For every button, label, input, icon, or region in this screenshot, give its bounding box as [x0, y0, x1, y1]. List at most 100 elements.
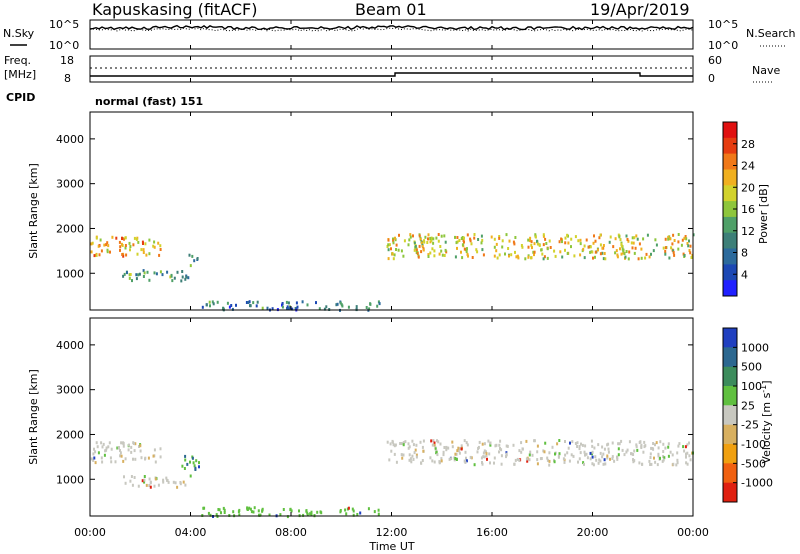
echo-cell [464, 450, 467, 454]
echo-cell [670, 246, 673, 250]
echo-cell [466, 247, 468, 251]
echo-cell [456, 240, 459, 244]
echo-cell [220, 511, 222, 515]
echo-cell [409, 233, 412, 237]
echo-cell [657, 454, 660, 458]
echo-cell [578, 457, 581, 461]
echo-cell [635, 234, 638, 238]
echo-cell [248, 506, 251, 510]
echo-cell [493, 456, 496, 460]
echo-cell [140, 456, 143, 460]
echo-cell [281, 302, 284, 305]
nsearch-label: N.Search [746, 27, 796, 40]
echo-cell [232, 510, 235, 514]
echo-cell [139, 444, 142, 448]
echo-cell [628, 440, 631, 444]
colorbar-tick-label: 8 [741, 247, 748, 260]
echo-cell [625, 450, 628, 454]
echo-cell [483, 455, 486, 459]
echo-cell [572, 454, 575, 458]
echo-cell [455, 452, 458, 456]
colorbar-tick-label: 16 [741, 203, 755, 216]
echo-cell [599, 243, 602, 247]
echo-cell [309, 512, 312, 516]
echo-cell [577, 239, 580, 243]
echo-cell [485, 452, 488, 456]
echo-cell [400, 249, 403, 253]
colorbar-segment [723, 328, 737, 348]
echo-cell [641, 462, 644, 466]
echo-cell [231, 307, 234, 311]
echo-cell [482, 451, 485, 455]
echo-cell [431, 443, 434, 447]
echo-cell [131, 279, 133, 283]
echo-cell [161, 273, 164, 277]
echo-cell [215, 513, 218, 517]
echo-cell [558, 439, 561, 442]
echo-cell [561, 240, 563, 244]
echo-cell [496, 256, 499, 260]
echo-cell [516, 254, 519, 258]
echo-cell [591, 450, 594, 454]
echo-cell [635, 445, 638, 449]
echo-cell [680, 243, 683, 247]
echo-cell [335, 303, 338, 307]
echo-cell [580, 442, 582, 446]
echo-cell [408, 453, 411, 457]
echo-cell [638, 461, 641, 465]
echo-cell [430, 236, 433, 240]
echo-cell [355, 305, 358, 309]
echo-cell [368, 307, 371, 311]
echo-cell [579, 242, 582, 246]
echo-cell [645, 252, 648, 256]
echo-cell [568, 459, 571, 463]
echo-cell [95, 441, 98, 445]
echo-cell [402, 441, 405, 445]
echo-cell [570, 237, 573, 241]
echo-cell [100, 441, 103, 445]
echo-cell [597, 248, 599, 252]
echo-cell [378, 302, 381, 306]
echo-cell [432, 237, 435, 241]
echo-cell [252, 301, 255, 305]
echo-cell [157, 241, 160, 245]
echo-cell [685, 452, 687, 456]
velocity-scale-label-main: Velocity [m s [760, 392, 773, 463]
echo-cell [551, 445, 554, 449]
echo-cell [124, 457, 127, 461]
echo-cell [643, 440, 646, 444]
echo-cell [570, 453, 573, 457]
echo-cell [394, 236, 396, 240]
echo-cell [603, 252, 606, 255]
echo-cell [315, 301, 317, 305]
noise-left-top: 10^5 [49, 18, 79, 31]
echo-cell [216, 300, 219, 304]
echo-cell [124, 481, 127, 485]
echo-cell [415, 453, 418, 457]
echo-cell [159, 447, 162, 451]
echo-cell [583, 462, 585, 466]
echo-cell [533, 439, 536, 443]
echo-cell [249, 304, 251, 308]
echo-cell [671, 453, 674, 457]
echo-cell [561, 255, 564, 259]
echo-cell [188, 253, 191, 257]
echo-cell [505, 444, 508, 448]
echo-cell [460, 250, 462, 254]
echo-cell [189, 264, 192, 268]
echo-cell [609, 457, 611, 461]
echo-cell [351, 507, 354, 511]
echo-cell [506, 444, 509, 448]
echo-cell [590, 439, 593, 443]
echo-cell [536, 450, 539, 454]
echo-cell [105, 243, 108, 247]
echo-cell [657, 446, 660, 450]
echo-cell [684, 235, 687, 238]
echo-cell [531, 246, 533, 250]
echo-cell [591, 462, 594, 466]
power-ylabel: Slant Range [km] [27, 163, 40, 259]
echo-cell [450, 457, 453, 461]
echo-cell [393, 253, 396, 257]
echo-cell [457, 449, 460, 453]
echo-cell [434, 447, 437, 451]
